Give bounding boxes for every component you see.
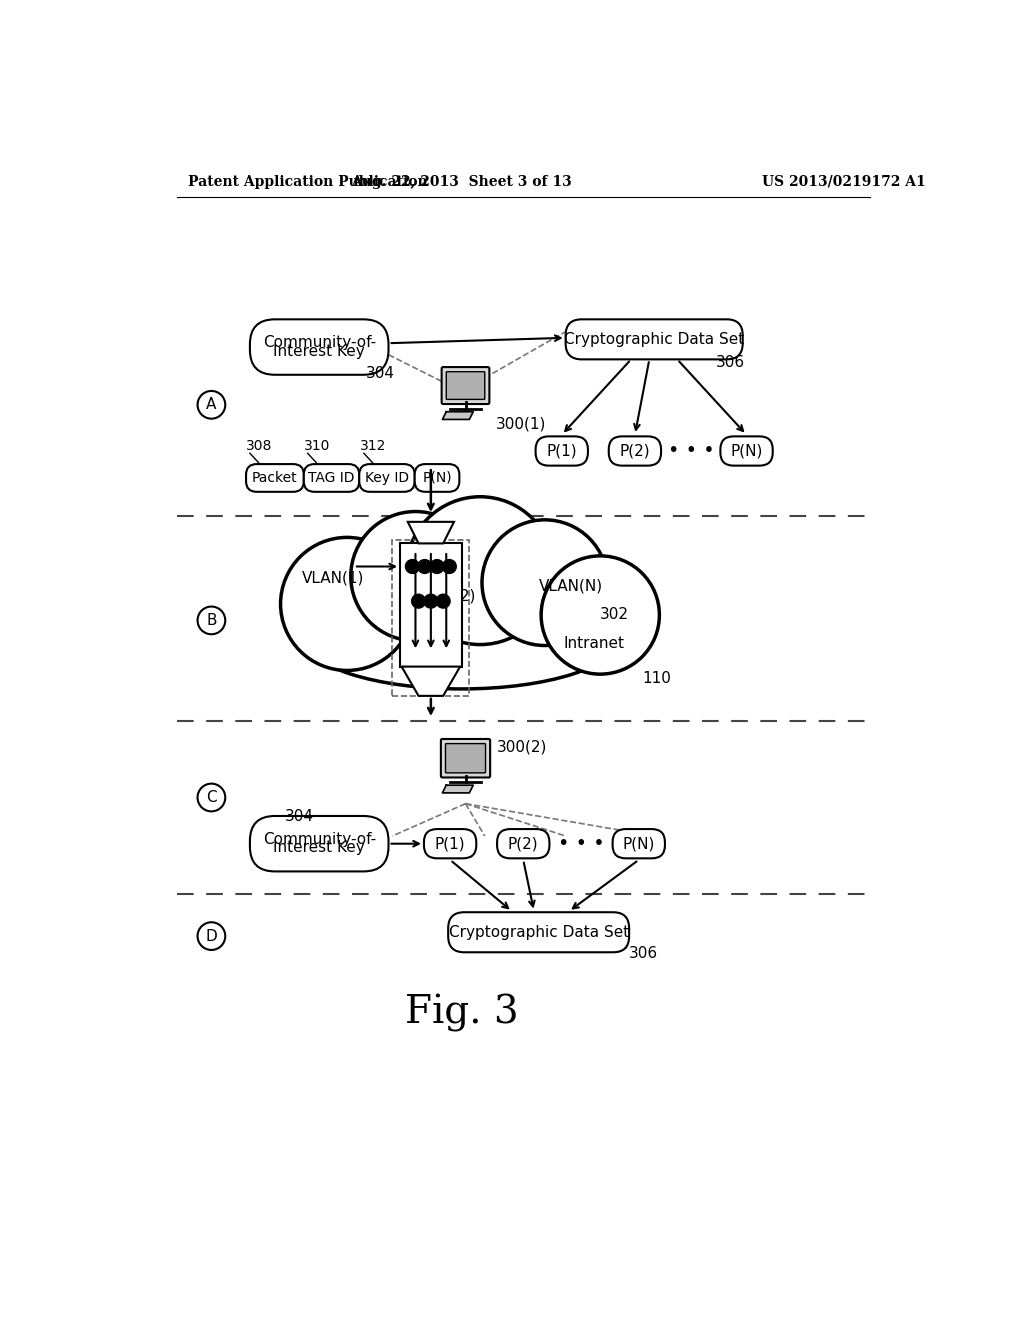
Text: 312: 312 [360,440,386,453]
Circle shape [436,594,451,609]
Circle shape [442,560,457,573]
Ellipse shape [304,587,618,689]
FancyBboxPatch shape [608,437,662,466]
FancyBboxPatch shape [565,319,742,359]
Circle shape [418,560,432,573]
Circle shape [482,520,607,645]
Text: VLAN(2): VLAN(2) [414,589,476,603]
Text: 300(2): 300(2) [497,741,548,755]
Bar [400,544,462,667]
FancyBboxPatch shape [446,372,484,400]
Text: VLAN(N): VLAN(N) [539,578,603,593]
FancyBboxPatch shape [612,829,665,858]
Text: 110: 110 [643,671,672,685]
Text: VLAN(1): VLAN(1) [301,570,364,586]
Circle shape [281,537,414,671]
Text: • • •: • • • [558,834,604,853]
Text: P(N): P(N) [730,444,763,458]
Circle shape [430,560,444,573]
Polygon shape [442,412,473,420]
Text: Packet: Packet [252,471,298,484]
Circle shape [541,556,659,675]
Circle shape [407,496,554,644]
FancyBboxPatch shape [445,743,485,774]
Text: P(1): P(1) [435,836,466,851]
Text: Fig. 3: Fig. 3 [404,994,518,1032]
Text: 306: 306 [629,945,657,961]
Text: B: B [206,612,217,628]
Text: TAG ID: TAG ID [308,471,354,484]
Text: 306: 306 [716,355,744,370]
Bar [392,540,469,696]
Text: Aug. 22, 2013  Sheet 3 of 13: Aug. 22, 2013 Sheet 3 of 13 [351,174,572,189]
Text: • • •: • • • [668,441,715,461]
FancyBboxPatch shape [246,465,304,492]
Circle shape [412,594,425,609]
FancyBboxPatch shape [441,367,489,404]
Text: 304: 304 [285,809,313,824]
FancyBboxPatch shape [415,465,460,492]
Text: A: A [206,397,217,412]
Text: Interest Key: Interest Key [273,343,366,359]
Text: P(2): P(2) [620,444,650,458]
FancyBboxPatch shape [304,465,359,492]
Text: 308: 308 [246,440,272,453]
Text: 302: 302 [600,607,630,622]
Text: Community-of-: Community-of- [262,335,376,350]
Text: Key ID: Key ID [365,471,409,484]
FancyBboxPatch shape [536,437,588,466]
Text: P(1): P(1) [547,444,578,458]
Text: Cryptographic Data Set: Cryptographic Data Set [449,925,629,940]
Circle shape [424,594,438,609]
Circle shape [406,560,419,573]
Polygon shape [401,667,460,696]
Text: 300(1): 300(1) [497,417,547,432]
Text: P(N): P(N) [422,471,452,484]
Text: P(N): P(N) [623,836,655,851]
FancyBboxPatch shape [720,437,773,466]
Polygon shape [408,521,454,544]
Text: Patent Application Publication: Patent Application Publication [188,174,428,189]
Polygon shape [442,785,473,793]
Circle shape [351,512,480,642]
FancyBboxPatch shape [497,829,550,858]
Text: D: D [206,928,217,944]
FancyBboxPatch shape [424,829,476,858]
FancyBboxPatch shape [449,912,629,952]
Text: Intranet: Intranet [563,636,625,651]
Text: US 2013/0219172 A1: US 2013/0219172 A1 [762,174,926,189]
Text: 310: 310 [304,440,330,453]
Text: C: C [206,789,217,805]
FancyBboxPatch shape [359,465,415,492]
Text: P(2): P(2) [508,836,539,851]
FancyBboxPatch shape [250,319,388,375]
FancyBboxPatch shape [441,739,490,777]
Text: Community-of-: Community-of- [262,832,376,847]
Text: 304: 304 [366,367,394,381]
Text: Cryptographic Data Set: Cryptographic Data Set [564,331,744,347]
Text: Interest Key: Interest Key [273,841,366,855]
FancyBboxPatch shape [250,816,388,871]
